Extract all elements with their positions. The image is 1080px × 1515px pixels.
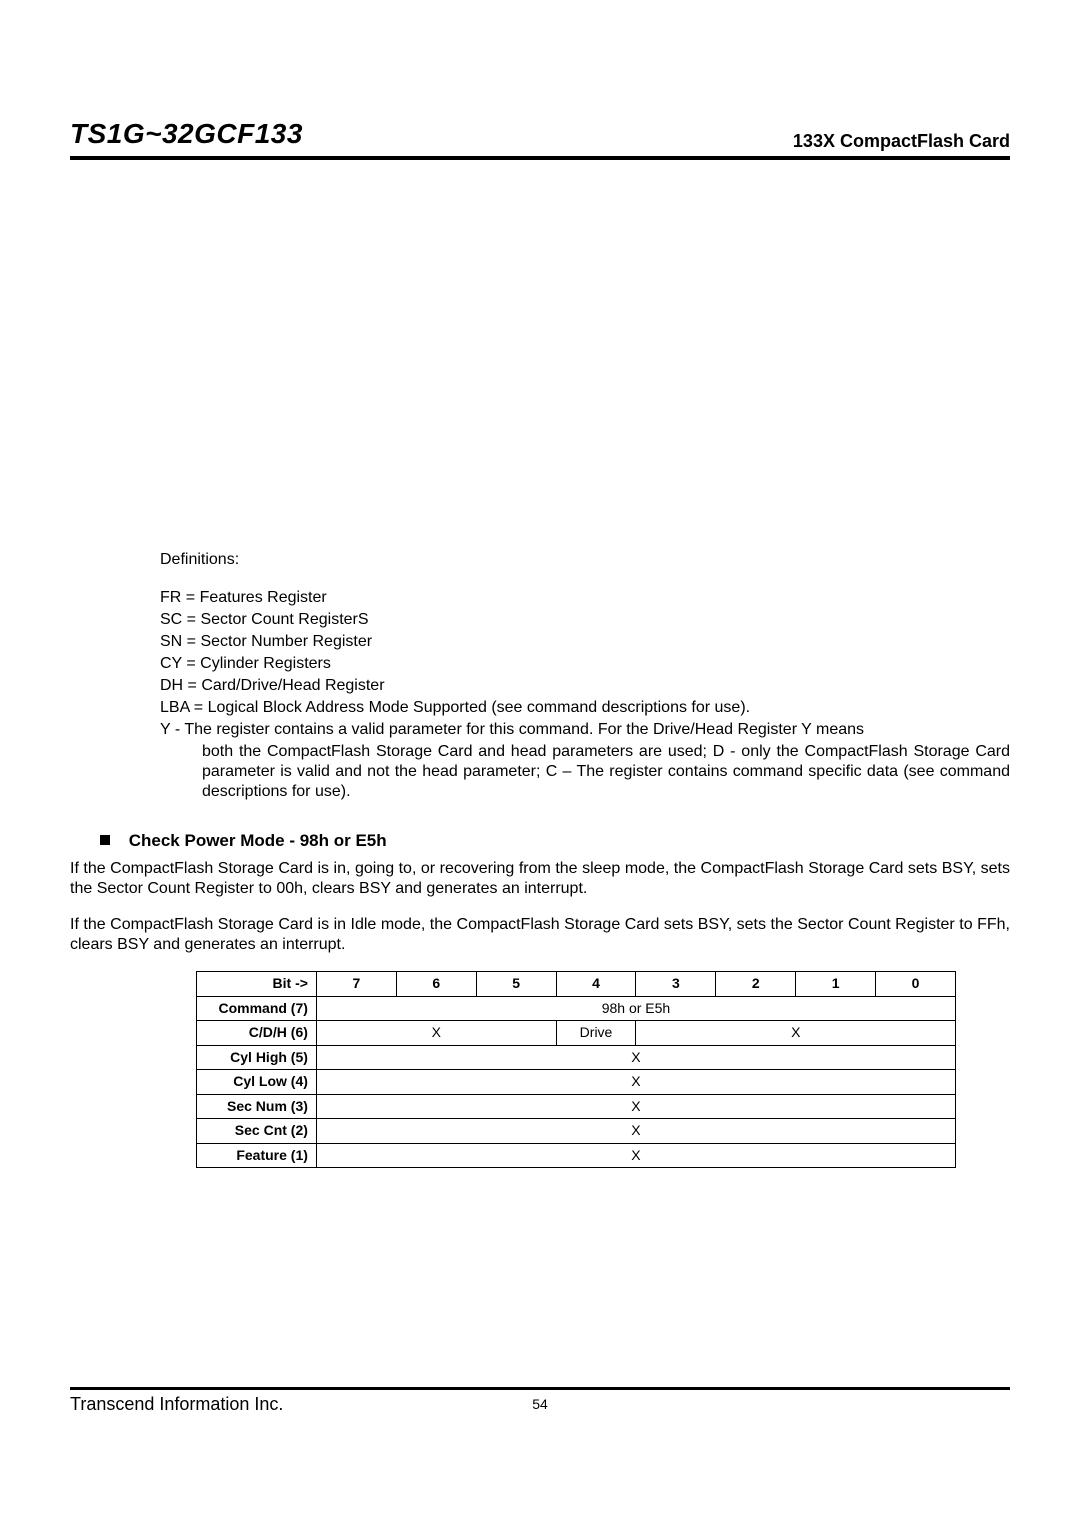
- section-para: If the CompactFlash Storage Card is in, …: [70, 859, 1010, 899]
- row-label: Command (7): [197, 996, 317, 1021]
- cell: X: [316, 1119, 955, 1144]
- cell: X: [316, 1094, 955, 1119]
- def-line: FR = Features Register: [160, 588, 1010, 608]
- cell: X: [316, 1021, 556, 1046]
- bit-col: 0: [876, 972, 956, 997]
- bit-col: 1: [796, 972, 876, 997]
- header-title-left: TS1G~32GCF133: [70, 118, 303, 149]
- cell: X: [316, 1143, 955, 1168]
- section-heading: Check Power Mode - 98h or E5h: [100, 830, 1010, 851]
- definitions-label: Definitions:: [160, 550, 1010, 570]
- section-title: Check Power Mode - 98h or E5h: [129, 831, 387, 850]
- bit-label: Bit ->: [197, 972, 317, 997]
- def-y-line: Y - The register contains a valid parame…: [160, 720, 1010, 740]
- row-label: Cyl High (5): [197, 1045, 317, 1070]
- cell: Drive: [556, 1021, 636, 1046]
- table-row: Feature (1)X: [197, 1143, 956, 1168]
- page-header: TS1G~32GCF133 133X CompactFlash Card: [70, 118, 1010, 160]
- cell: X: [316, 1070, 955, 1095]
- table-row: Sec Cnt (2)X: [197, 1119, 956, 1144]
- row-label: C/D/H (6): [197, 1021, 317, 1046]
- def-line: DH = Card/Drive/Head Register: [160, 676, 1010, 696]
- bit-col: 7: [316, 972, 396, 997]
- def-line: SN = Sector Number Register: [160, 632, 1010, 652]
- spacer: [160, 572, 1010, 586]
- table-row: Cyl Low (4)X: [197, 1070, 956, 1095]
- def-line: SC = Sector Count RegisterS: [160, 610, 1010, 630]
- row-label: Sec Num (3): [197, 1094, 317, 1119]
- page-footer: Transcend Information Inc. 54: [70, 1387, 1010, 1415]
- square-bullet-icon: [100, 835, 110, 845]
- def-y-cont: both the CompactFlash Storage Card and h…: [160, 742, 1010, 802]
- bit-col: 5: [476, 972, 556, 997]
- table-row: Cyl High (5)X: [197, 1045, 956, 1070]
- row-label: Feature (1): [197, 1143, 317, 1168]
- content-block: Definitions: FR = Features Register SC =…: [70, 550, 1010, 1168]
- section-para: If the CompactFlash Storage Card is in I…: [70, 915, 1010, 955]
- table-row: Sec Num (3)X: [197, 1094, 956, 1119]
- bit-col: 3: [636, 972, 716, 997]
- bit-col: 4: [556, 972, 636, 997]
- cell: X: [316, 1045, 955, 1070]
- cell: 98h or E5h: [316, 996, 955, 1021]
- bit-col: 6: [396, 972, 476, 997]
- definitions: Definitions: FR = Features Register SC =…: [160, 550, 1010, 802]
- def-line: LBA = Logical Block Address Mode Support…: [160, 698, 1010, 718]
- register-table: Bit -> 7 6 5 4 3 2 1 0 Command (7)98h or…: [196, 971, 956, 1168]
- footer-page-number: 54: [532, 1396, 548, 1412]
- table-row: Bit -> 7 6 5 4 3 2 1 0: [197, 972, 956, 997]
- page: TS1G~32GCF133 133X CompactFlash Card Def…: [0, 118, 1080, 1515]
- header-title-right: 133X CompactFlash Card: [793, 131, 1010, 152]
- table-row: Command (7)98h or E5h: [197, 996, 956, 1021]
- footer-company: Transcend Information Inc.: [70, 1394, 283, 1414]
- bit-col: 2: [716, 972, 796, 997]
- table-row: C/D/H (6)XDriveX: [197, 1021, 956, 1046]
- cell: X: [636, 1021, 956, 1046]
- row-label: Sec Cnt (2): [197, 1119, 317, 1144]
- row-label: Cyl Low (4): [197, 1070, 317, 1095]
- def-line: CY = Cylinder Registers: [160, 654, 1010, 674]
